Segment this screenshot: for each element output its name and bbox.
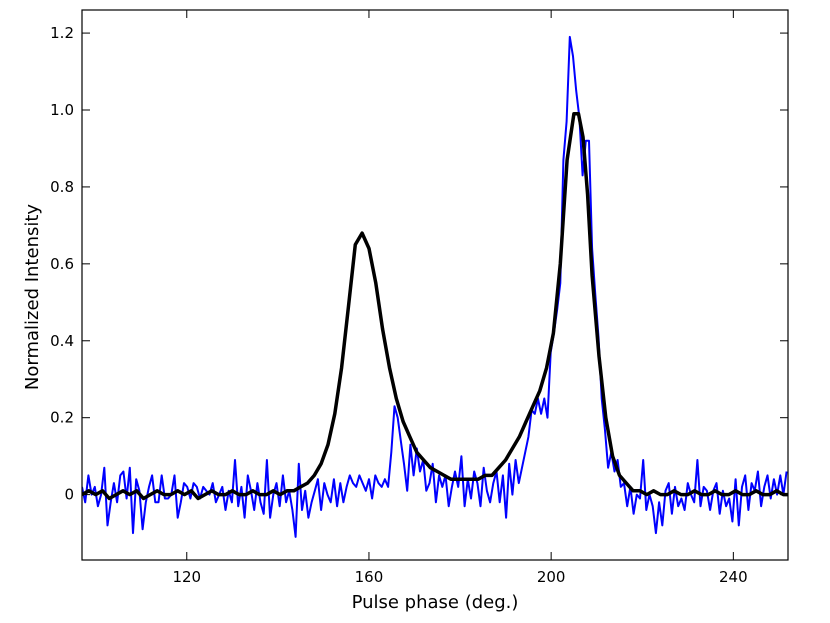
series-layer [82, 35, 788, 538]
x-axis-label: Pulse phase (deg.) [352, 592, 519, 613]
y-tick-label: 0.8 [50, 178, 74, 196]
tick-layer: 120 160 200 240 0 0.2 0.4 0.6 0.8 1.0 1.2 [50, 10, 788, 586]
x-tick-label: 240 [719, 568, 748, 586]
plot-frame [81, 9, 789, 561]
y-tick-label: 0.2 [50, 409, 74, 427]
y-tick-label: 0.6 [50, 255, 74, 273]
series-line-2 [82, 112, 788, 501]
y-tick-label: 1.0 [50, 101, 74, 119]
y-tick-label: 0.4 [50, 332, 74, 350]
x-tick-label: 200 [537, 568, 566, 586]
y-tick-label: 0 [64, 486, 74, 504]
x-tick-label: 160 [355, 568, 384, 586]
x-tick-label: 120 [172, 568, 201, 586]
y-tick-label: 1.2 [50, 24, 74, 42]
y-axis-label: Normalized Intensity [22, 204, 43, 390]
